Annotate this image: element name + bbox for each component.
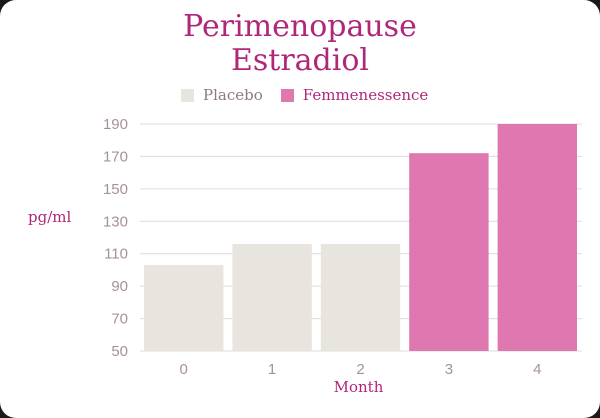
legend-swatch-femmenessence — [280, 88, 294, 102]
bar-month-2 — [320, 243, 401, 351]
chart-legend: Placebo Femmenessence — [181, 86, 446, 104]
x-tick-label: 0 — [180, 361, 188, 378]
y-tick-label: 190 — [103, 116, 128, 133]
y-axis-label: pg/ml — [28, 208, 72, 226]
y-tick-label: 150 — [103, 181, 128, 198]
y-tick-label: 110 — [104, 246, 128, 263]
bar-month-3 — [409, 153, 489, 351]
x-tick-label: 4 — [533, 361, 541, 378]
chart-title-line-2: Estradiol — [230, 43, 370, 78]
x-tick-label: 2 — [356, 361, 364, 378]
chart-title-line-1: Perimenopause — [183, 9, 417, 44]
y-tick-label: 130 — [103, 213, 128, 230]
legend-item-femmenessence: Femmenessence — [280, 86, 429, 104]
y-tick-label: 90 — [111, 278, 128, 295]
y-tick-label: 170 — [103, 148, 128, 165]
legend-label-placebo: Placebo — [203, 86, 263, 104]
y-tick-label: 50 — [111, 343, 128, 360]
x-tick-label: 3 — [445, 361, 453, 378]
x-axis-label: Month — [333, 378, 384, 396]
y-tick-label: 70 — [111, 311, 128, 328]
bar-month-4 — [497, 124, 577, 351]
bar-month-0 — [144, 265, 224, 351]
bar-month-1 — [232, 243, 312, 351]
legend-swatch-placebo — [181, 88, 194, 102]
chart-title: Perimenopause Estradiol — [0, 10, 600, 78]
legend-label-femmenessence: Femmenessence — [302, 86, 429, 104]
x-tick-label: 1 — [268, 361, 276, 378]
legend-item-placebo: Placebo — [181, 86, 263, 104]
